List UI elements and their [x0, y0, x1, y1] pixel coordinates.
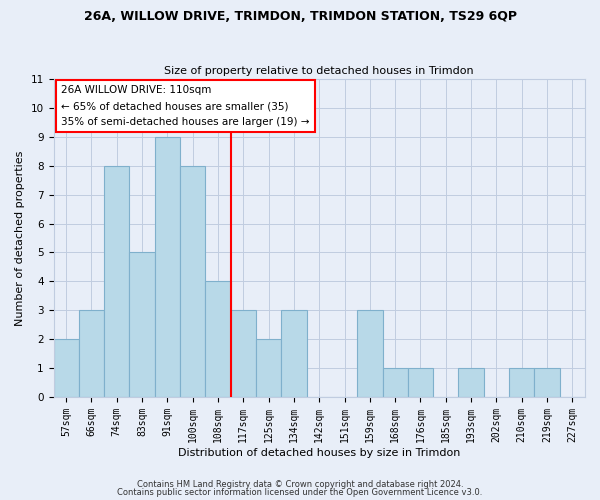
Bar [535, 368, 560, 397]
Bar [130, 252, 155, 397]
Text: Contains public sector information licensed under the Open Government Licence v3: Contains public sector information licen… [118, 488, 482, 497]
X-axis label: Distribution of detached houses by size in Trimdon: Distribution of detached houses by size … [178, 448, 460, 458]
Bar [79, 310, 104, 397]
Bar [180, 166, 205, 397]
Text: 26A WILLOW DRIVE: 110sqm
← 65% of detached houses are smaller (35)
35% of semi-d: 26A WILLOW DRIVE: 110sqm ← 65% of detach… [61, 86, 310, 126]
Bar [256, 339, 281, 397]
Bar [408, 368, 433, 397]
Bar [53, 339, 79, 397]
Bar [155, 137, 180, 397]
Bar [205, 282, 230, 397]
Bar [383, 368, 408, 397]
Bar [458, 368, 484, 397]
Y-axis label: Number of detached properties: Number of detached properties [15, 150, 25, 326]
Bar [104, 166, 130, 397]
Bar [230, 310, 256, 397]
Title: Size of property relative to detached houses in Trimdon: Size of property relative to detached ho… [164, 66, 474, 76]
Text: 26A, WILLOW DRIVE, TRIMDON, TRIMDON STATION, TS29 6QP: 26A, WILLOW DRIVE, TRIMDON, TRIMDON STAT… [83, 10, 517, 23]
Text: Contains HM Land Registry data © Crown copyright and database right 2024.: Contains HM Land Registry data © Crown c… [137, 480, 463, 489]
Bar [281, 310, 307, 397]
Bar [357, 310, 383, 397]
Bar [509, 368, 535, 397]
